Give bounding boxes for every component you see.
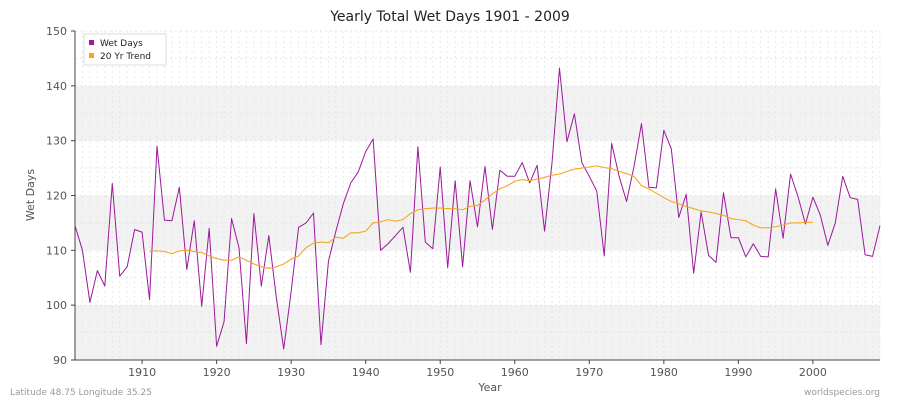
legend: Wet Days 20 Yr Trend: [83, 33, 167, 66]
legend-label-trend: 20 Yr Trend: [100, 52, 151, 62]
x-tick-label: 1930: [277, 366, 305, 379]
x-tick-label: 1970: [575, 366, 603, 379]
axes: 90 100 110 120 130 140 150 1910 1920 1930 1940 1950…: [46, 25, 880, 379]
legend-swatch-trend: [89, 53, 94, 58]
y-tick-label: 100: [46, 299, 67, 312]
footer-coordinates: Latitude 48.75 Longitude 35.25: [10, 388, 152, 398]
x-tick-label: 1990: [724, 366, 752, 379]
y-tick-label: 120: [46, 190, 67, 203]
x-tick-label: 1950: [426, 366, 454, 379]
legend-label-wet-days: Wet Days: [100, 39, 143, 49]
y-tick-label: 110: [46, 244, 67, 257]
legend-box: [83, 33, 167, 66]
y-tick-label: 150: [46, 25, 67, 38]
series-line-wet-days: [74, 67, 881, 350]
x-tick-label: 1960: [501, 366, 529, 379]
legend-swatch-wet-days: [89, 40, 94, 45]
x-tick-label: 2000: [799, 366, 827, 379]
series-line-trend: [149, 165, 813, 269]
x-tick-label: 1940: [352, 366, 380, 379]
footer-source: worldspecies.org: [804, 388, 880, 398]
series-lines: [74, 67, 881, 350]
y-axis-label: Wet Days: [24, 169, 37, 222]
x-tick-label: 1910: [128, 366, 156, 379]
y-tick-label: 140: [46, 80, 67, 93]
y-tick-label: 130: [46, 135, 67, 148]
chart-title: Yearly Total Wet Days 1901 - 2009: [329, 9, 570, 25]
y-tick-label: 90: [53, 354, 67, 367]
x-tick-label: 1920: [203, 366, 231, 379]
x-tick-label: 1980: [650, 366, 678, 379]
x-axis-label: Year: [477, 381, 502, 394]
